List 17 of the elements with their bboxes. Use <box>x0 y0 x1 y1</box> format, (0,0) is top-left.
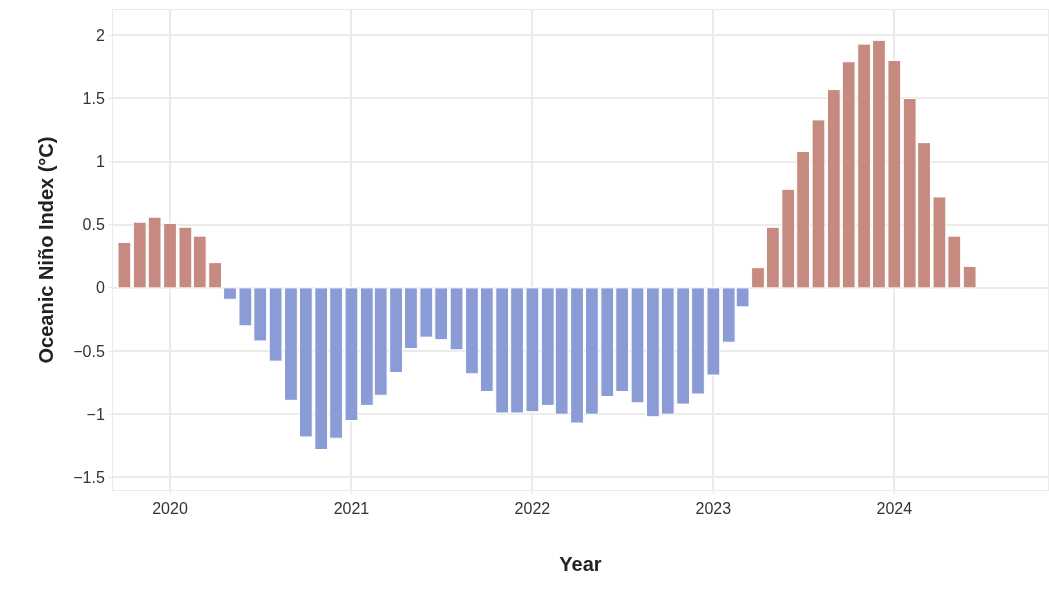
y-axis-title: Oceanic Niño Index (°C) <box>34 136 57 364</box>
y-tick-label: 2 <box>95 26 105 44</box>
x-tick-label: 2024 <box>876 500 913 518</box>
x-tick-label: 2023 <box>695 500 732 518</box>
x-tick-label: 2020 <box>152 500 188 518</box>
x-tick-label: 2022 <box>514 500 551 518</box>
y-tick-label: −0.5 <box>73 342 105 360</box>
y-tick-label: 1 <box>95 153 105 171</box>
y-tick-label: −1 <box>86 405 105 423</box>
y-tick-label: −1.5 <box>73 468 105 486</box>
x-tick-label: 2021 <box>333 500 370 518</box>
bar <box>962 265 977 289</box>
y-tick-label: 1.5 <box>82 90 105 108</box>
y-tick-label: 0.5 <box>82 216 105 234</box>
bar <box>117 241 132 289</box>
y-tick-label: 0 <box>95 279 105 297</box>
x-axis-title: Year <box>559 552 602 575</box>
